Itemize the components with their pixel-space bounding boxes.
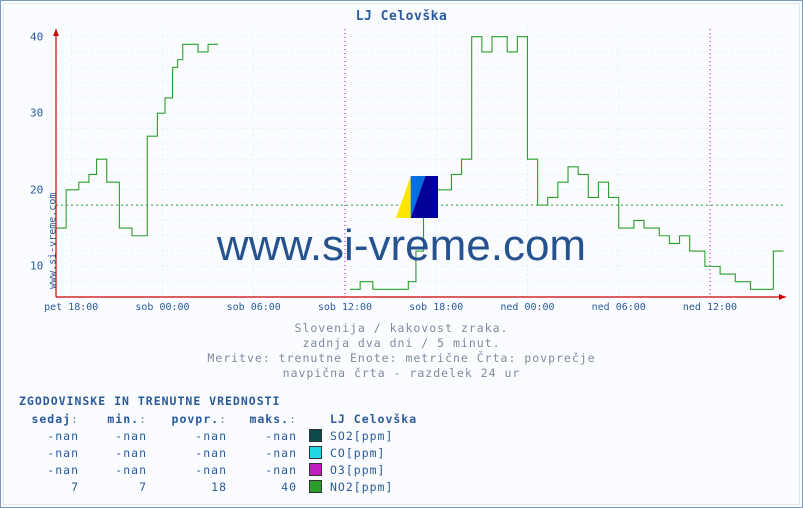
stats-hdr-maks: maks.: [227,412,297,426]
stats-val-maks: -nan [227,446,297,460]
stats-val-povpr: -nan [147,446,227,460]
stats-val-sedaj: 7 [19,480,79,494]
stats-hdr-sedaj: sedaj: [19,412,79,426]
plot-area: 10203040pet 18:00sob 00:00sob 06:00sob 1… [56,29,786,297]
chart-frame: LJ Celovška www.si-vreme.com 10203040pet… [0,0,803,508]
series-name: SO2[ppm] [330,429,393,443]
legend-swatch [309,463,322,476]
stats-val-min: -nan [79,463,147,477]
legend-swatch [309,480,322,493]
stats-val-maks: 40 [227,480,297,494]
stats-val-sedaj: -nan [19,446,79,460]
stats-val-min: -nan [79,446,147,460]
stats-title: ZGODOVINSKE IN TRENUTNE VREDNOSTI [19,394,417,408]
chart-title: LJ Celovška [1,9,802,24]
stats-val-povpr: 18 [147,480,227,494]
chart-svg [56,29,786,297]
y-tick-label: 10 [30,260,43,273]
x-tick-label: ned 06:00 [592,302,646,313]
legend-swatch [309,429,322,442]
stats-row: 7 7 18 40 NO2[ppm] [19,478,417,495]
stats-val-povpr: -nan [147,463,227,477]
x-tick-label: sob 06:00 [227,302,281,313]
subtitle-line: navpična črta - razdelek 24 ur [1,366,802,380]
subtitle-line: zadnja dva dni / 5 minut. [1,336,802,350]
stats-row: -nan -nan -nan -nan CO[ppm] [19,444,417,461]
subtitle-line: Slovenija / kakovost zraka. [1,321,802,335]
subtitle-line: Meritve: trenutne Enote: metrične Črta: … [1,351,802,365]
x-tick-label: sob 00:00 [135,302,189,313]
x-tick-label: ned 00:00 [500,302,554,313]
watermark-logo-icon [396,176,438,218]
series-name: NO2[ppm] [330,480,393,494]
y-tick-label: 40 [30,30,43,43]
legend-swatch [309,446,322,459]
y-tick-label: 20 [30,183,43,196]
x-tick-label: sob 12:00 [318,302,372,313]
stats-val-sedaj: -nan [19,463,79,477]
x-tick-label: sob 18:00 [409,302,463,313]
stats-table: ZGODOVINSKE IN TRENUTNE VREDNOSTI sedaj:… [19,394,417,495]
stats-hdr-povpr: povpr.: [147,412,227,426]
stats-hdr-min: min.: [79,412,147,426]
y-tick-label: 30 [30,107,43,120]
stats-val-povpr: -nan [147,429,227,443]
x-tick-label: ned 12:00 [683,302,737,313]
stats-legend-header: LJ Celovška [330,412,417,426]
stats-row: -nan -nan -nan -nan SO2[ppm] [19,427,417,444]
series-name: O3[ppm] [330,463,385,477]
stats-val-maks: -nan [227,429,297,443]
stats-val-min: -nan [79,429,147,443]
stats-val-min: 7 [79,480,147,494]
series-name: CO[ppm] [330,446,385,460]
stats-header-row: sedaj: min.: povpr.: maks.: LJ Celovška [19,410,417,427]
stats-row: -nan -nan -nan -nan O3[ppm] [19,461,417,478]
stats-val-maks: -nan [227,463,297,477]
x-tick-label: pet 18:00 [44,302,98,313]
stats-val-sedaj: -nan [19,429,79,443]
